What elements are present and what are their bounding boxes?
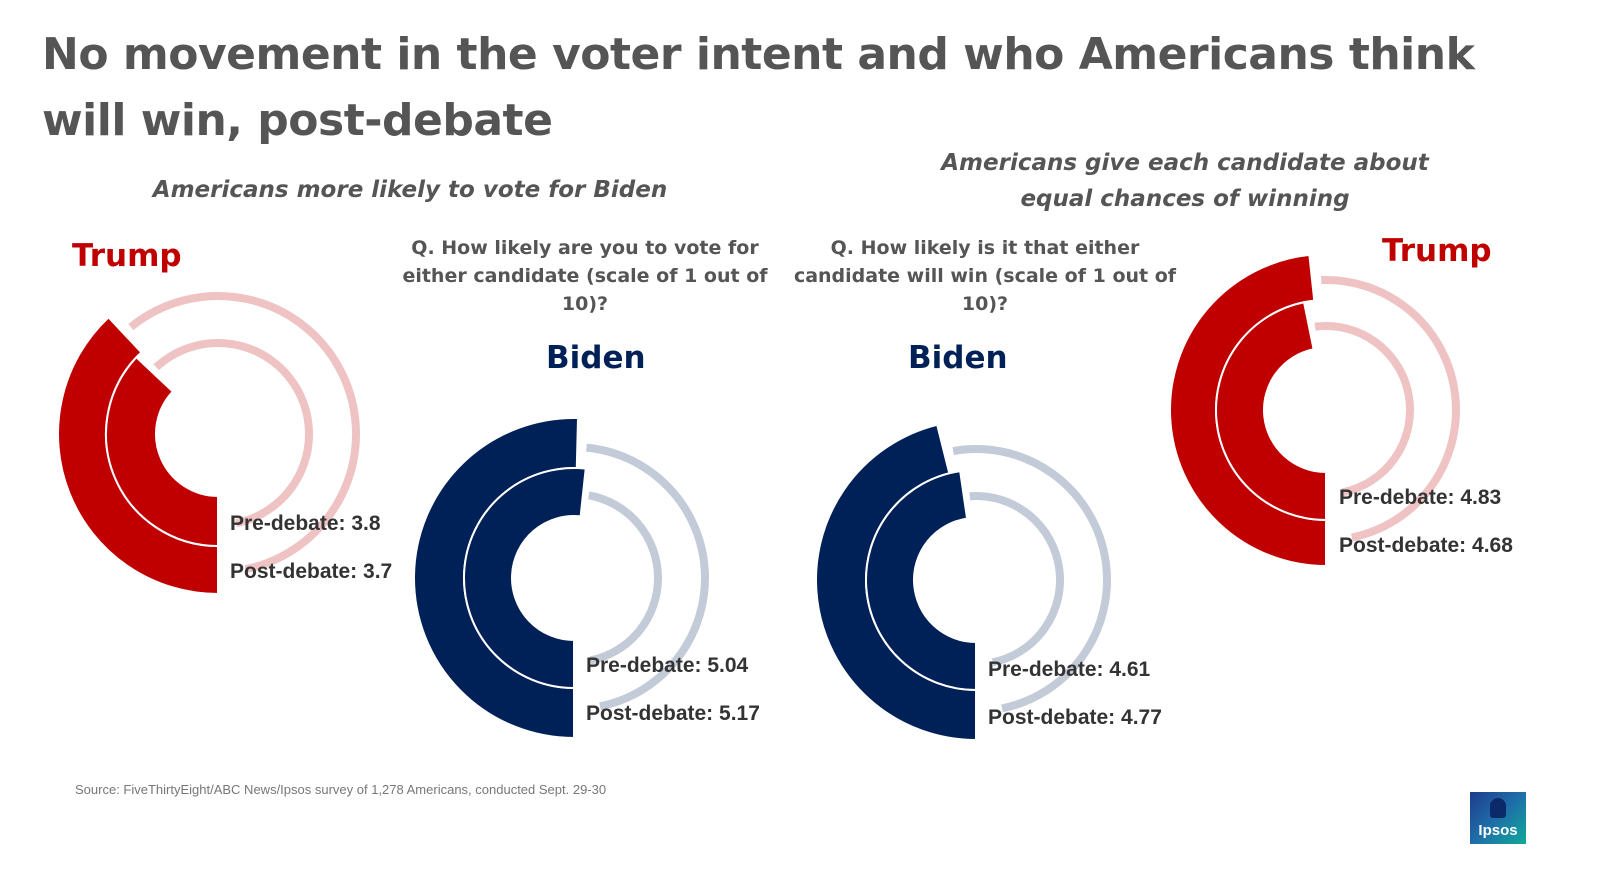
biden-vote-post-label: Post-debate: 5.17 [586,702,760,725]
trump-vote-post-remainder-track [153,339,313,528]
candidate-label-biden-win: Biden [908,340,1008,376]
trump-vote-post-debate-bar [105,355,219,548]
chart-biden-vote [413,417,709,740]
question-win-chances: Q. How likely is it that either candidat… [793,237,1177,315]
trump-win-pre-label: Pre-debate: 4.83 [1339,486,1502,509]
ipsos-logo: Ipsos [1470,792,1526,844]
question-vote-intent: Q. How likely are you to vote for either… [402,237,768,315]
trump-vote-pre-remainder-track [128,292,360,574]
biden-win-post-debate-bar [865,470,977,692]
chart-trump-win [1169,253,1460,568]
trump-win-pre-remainder-track [1321,276,1460,542]
subtitle-vote-intent: Americans more likely to vote for Biden [152,177,668,203]
biden-win-pre-remainder-track [952,445,1112,713]
candidate-label-biden-vote: Biden [546,340,646,376]
biden-vote-post-remainder-track [588,491,662,665]
biden-win-post-label: Post-debate: 4.77 [988,706,1162,729]
biden-vote-post-debate-bar [463,467,587,690]
page-title: No movement in the voter intent and who … [42,29,1475,146]
biden-win-pre-label: Pre-debate: 4.61 [988,658,1151,681]
logo-text: Ipsos [1478,822,1518,839]
trump-vote-pre-label: Pre-debate: 3.8 [230,512,381,535]
logo-figure-icon [1490,798,1506,818]
candidate-label-trump-vote: Trump [72,238,182,274]
biden-vote-pre-remainder-track [586,443,709,711]
biden-vote-pre-label: Pre-debate: 5.04 [586,654,749,677]
trump-win-post-debate-bar [1215,301,1327,522]
trump-vote-post-label: Post-debate: 3.7 [230,560,393,583]
biden-win-post-remainder-track [969,492,1064,667]
source-note: Source: FiveThirtyEight/ABC News/Ipsos s… [75,782,607,797]
trump-win-post-remainder-track [1314,322,1415,497]
candidate-label-trump-win: Trump [1382,233,1492,269]
chart-biden-win [815,423,1112,742]
chart-trump-vote [57,292,360,596]
subtitle-win-chances: Americans give each candidate about equa… [941,150,1429,212]
trump-win-post-label: Post-debate: 4.68 [1339,534,1513,557]
